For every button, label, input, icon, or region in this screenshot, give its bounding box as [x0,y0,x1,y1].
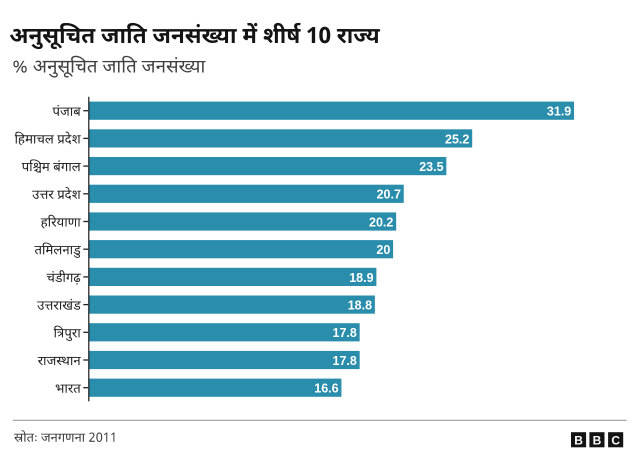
svg-text:20.2: 20.2 [369,215,393,229]
svg-text:18.9: 18.9 [349,271,373,285]
svg-text:23.5: 23.5 [419,160,443,174]
svg-text:20: 20 [376,243,390,257]
svg-text:B: B [593,434,602,448]
svg-text:B: B [574,434,583,448]
svg-text:16.6: 16.6 [314,382,338,396]
svg-text:20.7: 20.7 [377,188,401,202]
svg-text:17.8: 17.8 [333,354,357,368]
svg-text:31.9: 31.9 [547,105,571,119]
svg-text:C: C [611,434,620,448]
svg-text:17.8: 17.8 [333,326,357,340]
svg-text:25.2: 25.2 [445,132,469,146]
svg-text:18.8: 18.8 [348,299,372,313]
